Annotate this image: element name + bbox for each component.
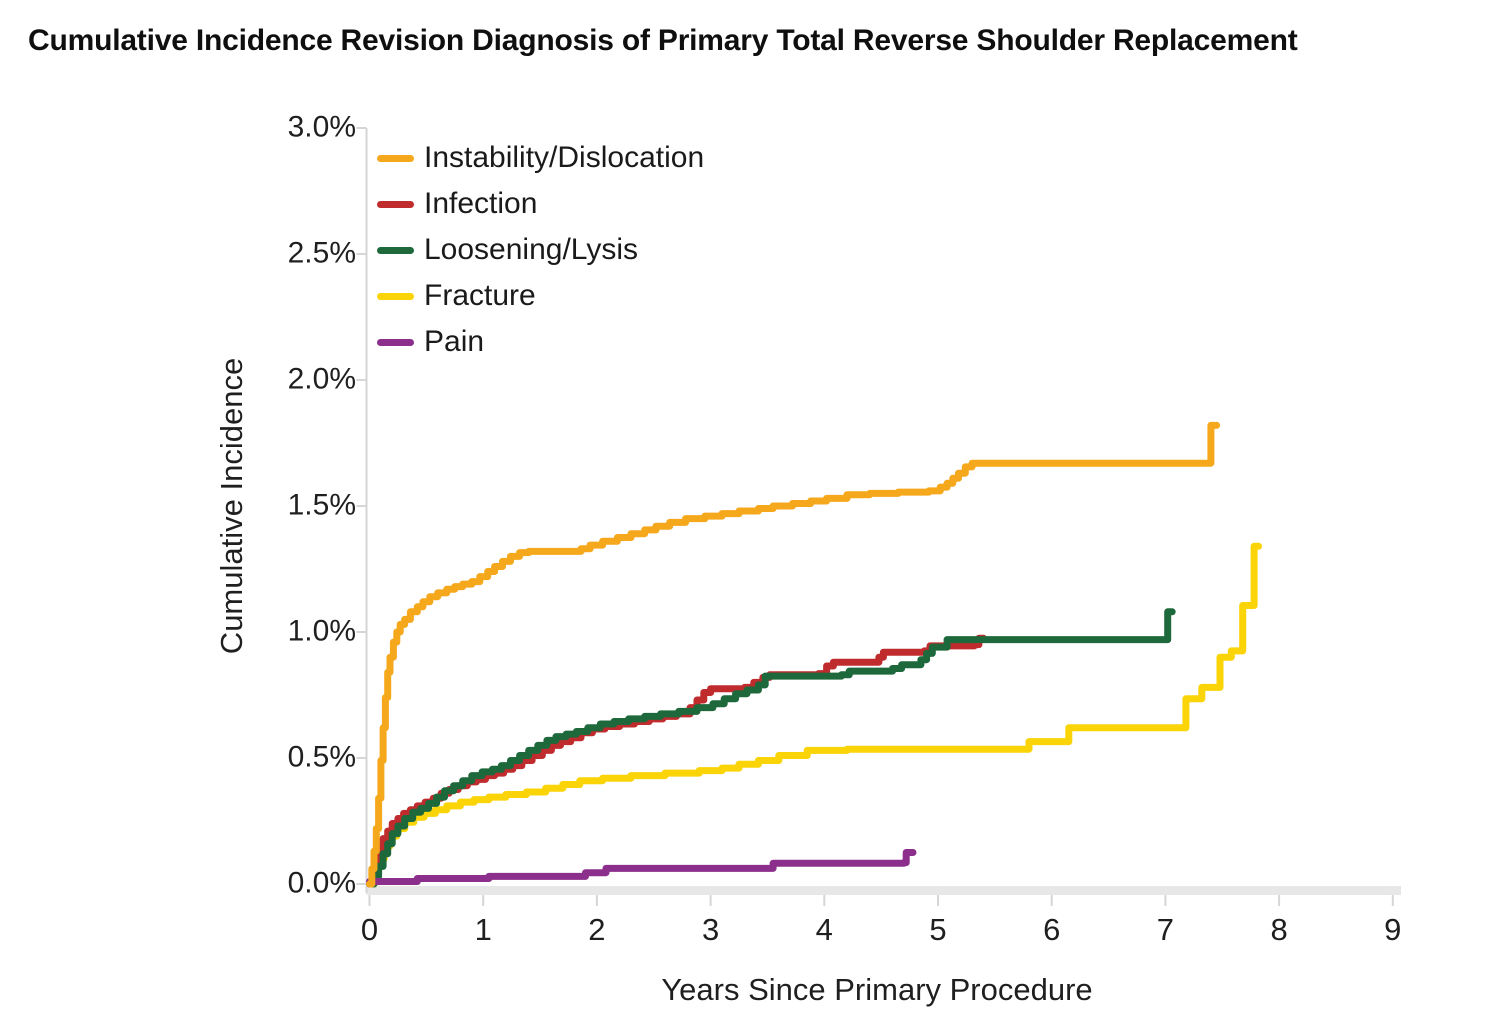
legend-label: Infection [424,187,538,220]
series-line-loosening-lysis [366,608,1176,888]
legend-swatch-icon [377,246,414,254]
x-tick-label: 0 [360,912,379,947]
series-line-fracture [366,542,1263,888]
x-axis-title: Years Since Primary Procedure [661,972,1093,1007]
y-tick-label: 1.0% [287,614,356,648]
legend-item: Fracture [377,273,704,319]
y-tick-label: 2.5% [287,236,356,270]
x-tick-label: 1 [474,912,492,947]
y-tick-label: 3.0% [287,110,356,144]
legend-swatch-icon [377,200,414,208]
legend-label: Loosening/Lysis [424,233,639,266]
legend-item: Loosening/Lysis [377,227,704,273]
y-tick-label: 0.0% [287,866,356,900]
x-tick-label: 8 [1270,912,1288,947]
x-tick-label: 5 [929,912,947,947]
x-axis-line [366,886,1401,895]
x-tick-label: 9 [1384,912,1402,947]
series-line-instability-dislocation [366,421,1221,888]
y-tick-label: 0.5% [287,740,356,774]
legend-item: Infection [377,181,704,227]
x-tick-label: 2 [588,912,606,947]
legend-label: Pain [424,325,485,358]
y-axis-title: Cumulative Incidence [214,357,249,655]
legend-label: Fracture [424,279,536,312]
legend-item: Instability/Dislocation [377,135,704,181]
legend: Instability/Dislocation Infection Loosenin… [377,135,704,365]
y-tick-label: 2.0% [287,362,356,396]
chart-title: Cumulative Incidence Revision Diagnosis … [28,24,1298,57]
series-line-infection [366,634,987,888]
legend-swatch-icon [377,154,414,162]
legend-swatch-icon [377,338,414,346]
x-tick-label: 6 [1043,912,1061,947]
x-tick-label: 7 [1156,912,1175,947]
y-tick-label: 1.5% [287,488,356,522]
x-tick-label: 3 [701,912,720,947]
series-line-pain [366,849,917,885]
legend-item: Pain [377,319,704,365]
x-tick-label: 4 [815,912,833,947]
legend-label: Instability/Dislocation [424,141,705,174]
legend-swatch-icon [377,292,414,300]
